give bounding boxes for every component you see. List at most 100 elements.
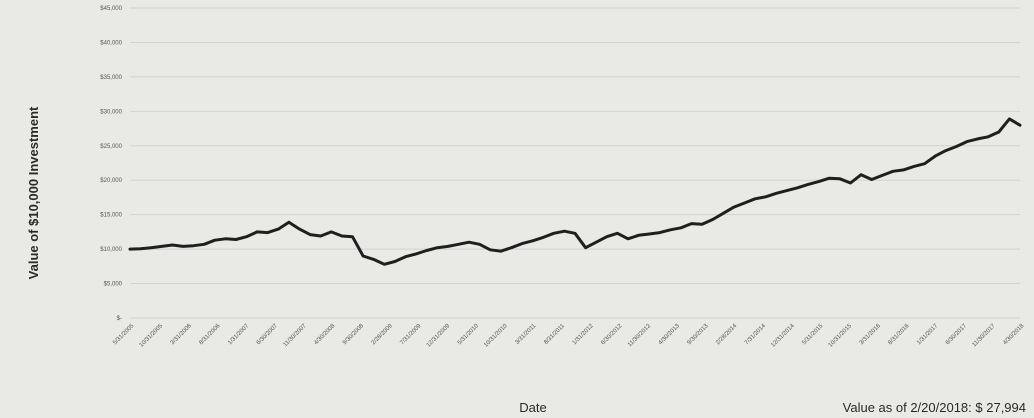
data-point: [266, 231, 269, 234]
data-point: [203, 243, 205, 246]
x-tick-label: 12/31/2009: [426, 323, 452, 349]
x-axis-label: Date: [519, 400, 546, 415]
data-point: [595, 241, 597, 244]
x-tick-label: 3/31/2011: [515, 323, 538, 346]
gridlines: [130, 7, 1020, 319]
data-point: [213, 239, 216, 241]
y-axis-label: Value of $10,000 Investment: [26, 106, 41, 279]
data-point: [934, 155, 937, 157]
data-point: [415, 253, 417, 255]
data-point: [1019, 124, 1021, 126]
data-point: [807, 183, 809, 186]
data-point: [277, 228, 280, 230]
x-tick-label: 8/31/2011: [543, 323, 566, 346]
data-point: [987, 136, 990, 138]
y-tick-label: $15,000: [100, 213, 122, 219]
x-tick-label: 9/30/2008: [342, 323, 366, 347]
data-point: [383, 263, 386, 266]
data-point: [839, 178, 841, 180]
y-tick-label: $-: [117, 316, 122, 322]
data-point: [468, 241, 470, 244]
data-point: [796, 187, 799, 189]
data-point: [553, 232, 555, 235]
x-tick-label: 6/30/2012: [600, 323, 624, 347]
data-point: [521, 242, 523, 245]
data-point: [351, 235, 354, 238]
data-point: [129, 248, 131, 250]
data-point: [711, 218, 714, 221]
data-point: [510, 246, 513, 249]
data-point: [192, 244, 195, 247]
data-point: [500, 250, 502, 252]
data-point: [457, 243, 460, 246]
x-tick-label: 1/31/2007: [227, 323, 251, 347]
data-point: [722, 212, 725, 215]
x-tick-label: 11/30/2007: [283, 323, 309, 349]
data-point: [1008, 118, 1011, 120]
data-point: [754, 198, 756, 200]
data-point: [637, 234, 640, 237]
data-point: [298, 228, 301, 230]
data-point: [245, 235, 248, 238]
data-point: [902, 169, 905, 171]
data-point: [658, 231, 661, 234]
data-point: [542, 236, 545, 239]
x-tick-label: 8/31/2006: [198, 323, 222, 347]
x-tick-label: 4/30/2018: [1002, 323, 1026, 347]
data-point: [881, 174, 884, 177]
data-point: [648, 233, 650, 235]
data-point: [733, 206, 735, 208]
y-axis-ticks: $- $5,000 $10,000 $15,000 $20,000 $25,000 $30,…: [100, 6, 122, 322]
x-tick-label: 10/31/2015: [828, 323, 854, 349]
y-tick-label: $45,000: [100, 6, 122, 12]
data-point: [436, 246, 439, 249]
data-point: [913, 165, 915, 168]
series-line: [128, 117, 1022, 266]
y-tick-label: $5,000: [104, 282, 123, 288]
x-tick-label: 3/31/2016: [859, 323, 883, 347]
data-point: [574, 232, 576, 235]
data-point: [627, 237, 629, 240]
x-tick-label: 4/30/2008: [313, 323, 337, 347]
y-tick-label: $25,000: [100, 144, 122, 150]
data-point: [531, 240, 534, 242]
y-tick-label: $10,000: [100, 247, 122, 253]
data-point: [489, 249, 492, 251]
x-axis-ticks: 5/31/2005 10/31/2005 3/31/2006 8/31/2006 1/3…: [112, 323, 1026, 349]
data-point: [817, 180, 820, 183]
data-point: [616, 232, 619, 235]
data-point: [605, 235, 608, 238]
y-tick-label: $35,000: [100, 75, 122, 81]
data-point: [743, 202, 746, 204]
data-point: [288, 221, 290, 224]
x-tick-label: 6/30/2017: [945, 323, 969, 347]
x-tick-label: 12/31/2014: [770, 323, 796, 349]
data-point: [478, 243, 481, 246]
data-point: [860, 173, 862, 176]
data-point: [828, 177, 831, 179]
data-point: [160, 245, 163, 248]
data-point: [235, 238, 237, 241]
x-tick-label: 7/31/2014: [744, 323, 768, 347]
x-tick-label: 5/31/2010: [457, 323, 481, 347]
data-point: [330, 231, 333, 233]
data-point: [775, 192, 778, 195]
data-point: [584, 246, 587, 249]
series-layer: [128, 117, 1022, 266]
data-point: [849, 182, 852, 184]
data-point: [394, 260, 396, 263]
value-as-of-label: Value as of 2/20/2018: $ 27,994: [843, 400, 1026, 415]
data-point: [319, 235, 322, 237]
data-point: [945, 149, 947, 152]
x-tick-label: 3/31/2006: [170, 323, 194, 347]
x-tick-label: 10/31/2005: [139, 323, 165, 349]
x-tick-label: 1/31/2012: [572, 323, 596, 347]
x-tick-label: 10/31/2010: [483, 323, 509, 349]
data-point: [680, 226, 682, 229]
x-tick-label: 8/31/2016: [887, 323, 911, 347]
x-tick-label: 11/30/2012: [627, 323, 653, 349]
y-tick-label: $20,000: [100, 178, 122, 184]
data-point: [182, 245, 184, 248]
